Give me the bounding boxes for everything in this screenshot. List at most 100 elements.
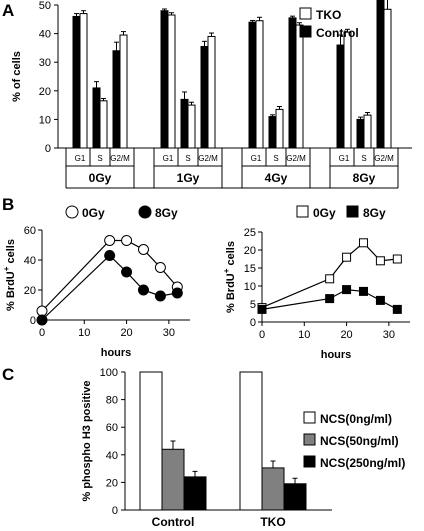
a-bar-control [92,87,101,149]
bl-x-tick-label: 30 [163,327,175,339]
br-legend-marker-8gy [346,205,359,218]
c-y-axis-label: % phospho H3 positive [81,380,93,501]
a-phase-label: G1 [339,154,350,163]
a-bar-tko [275,108,284,149]
a-phase-label: G1 [163,154,174,163]
c-y-tick-label: 100 [100,367,118,379]
c-y-tick-label: 40 [106,450,118,462]
c-bar-NCS(0ng/ml) [239,371,263,511]
a-phase-label: S [273,154,278,163]
bl-legend-label-0gy: 0Gy [82,206,105,220]
br-point-8Gy [342,285,352,295]
bl-point-8Gy [121,266,133,278]
a-bar-tko [207,35,216,149]
a-y-tick-label: 10 [39,114,51,126]
a-dose-label: 8Gy [353,171,376,185]
a-bar-control [288,17,297,149]
br-y-tick-label: 0 [250,317,256,329]
bl-x-tick-label: 20 [120,327,132,339]
bl-x-tick-label: 0 [39,327,45,339]
a-bar-control [72,15,81,149]
br-y-tick-label: 5 [250,299,256,311]
panel-label-b: B [2,195,14,214]
br-point-0Gy [375,256,385,266]
a-bar-control [268,116,277,149]
bl-legend-marker-8gy [138,205,152,219]
c-y-tick-label: 0 [112,505,118,517]
br-point-8Gy [392,304,402,314]
a-legend-label-tko: TKO [316,8,341,22]
c-legend-label: NCS(250ng/ml) [320,456,405,470]
panel-label-a: A [2,1,14,20]
br-legend-label-0gy: 0Gy [313,206,336,220]
br-y-axis-label: % BrdU+ cells [222,241,237,313]
br-point-8Gy [325,294,335,304]
a-bar-control [336,44,345,149]
br-point-0Gy [325,274,335,284]
bl-point-0Gy [104,235,116,246]
c-bar-NCS(0ng/ml) [139,371,163,511]
c-category-label: TKO [260,515,285,529]
a-bar-control [248,21,257,149]
a-legend-swatch-tko [299,7,312,20]
bl-y-tick-label: 0 [30,315,36,327]
a-legend-label-control: Control [316,26,359,40]
c-y-tick-label: 60 [106,422,118,434]
bl-y-tick-label: 60 [24,225,36,237]
c-legend-label: NCS(0ng/ml) [320,412,392,426]
c-legend-swatch [303,455,316,468]
a-y-tick-label: 50 [39,0,51,12]
br-point-8Gy [257,304,267,314]
a-y-tick-label: 0 [45,143,51,155]
a-phase-label: G2/M [198,154,218,163]
br-point-8Gy [375,295,385,305]
a-bar-control [356,118,365,149]
c-bar-NCS(250ng/ml) [283,483,307,511]
a-bar-tko [383,8,392,149]
bl-legend-marker-0gy [65,205,79,219]
c-legend-swatch [303,433,316,446]
a-bar-control [200,45,209,149]
a-bar-tko [79,13,88,149]
c-bar-NCS(50ng/ml) [261,467,285,511]
a-phase-label: S [185,154,190,163]
bl-point-0Gy [121,235,133,246]
bl-point-8Gy [104,250,116,261]
a-dose-label: 4Gy [265,171,288,185]
br-legend-label-8gy: 8Gy [363,206,386,220]
br-y-tick-label: 20 [244,245,256,257]
c-bar-NCS(50ng/ml) [161,448,185,511]
c-legend-label: NCS(50ng/ml) [320,434,399,448]
a-bar-tko [187,104,196,149]
bl-point-0Gy [137,244,149,255]
a-bar-tko [255,20,264,149]
br-legend-marker-0gy [296,205,309,218]
bl-point-8Gy [36,314,48,326]
a-phase-label: G1 [75,154,86,163]
a-y-tick-label: 40 [39,29,51,41]
a-bar-tko [119,34,128,149]
c-category-label: Control [152,515,195,529]
br-point-0Gy [358,238,368,248]
br-point-8Gy [358,286,368,296]
a-phase-label: S [97,154,102,163]
br-x-tick-label: 20 [340,329,352,341]
c-y-tick-label: 20 [106,477,118,489]
a-y-tick-label: 30 [39,57,51,69]
br-x-tick-label: 0 [259,329,265,341]
bl-y-tick-label: 20 [24,285,36,297]
br-y-tick-label: 10 [244,281,256,293]
a-bar-tko [295,24,304,149]
a-phase-label: G2/M [286,154,306,163]
c-y-tick-label: 80 [106,395,118,407]
br-x-tick-label: 30 [383,329,395,341]
a-phase-label: G2/M [374,154,394,163]
a-y-tick-label: 20 [39,86,51,98]
c-legend-swatch [303,411,316,424]
bl-point-8Gy [137,284,149,296]
a-dose-label: 0Gy [89,171,112,185]
a-dose-label: 1Gy [177,171,200,185]
br-y-tick-label: 25 [244,227,256,239]
a-bar-tko [167,14,176,149]
bl-x-axis-label: hours [101,347,132,359]
